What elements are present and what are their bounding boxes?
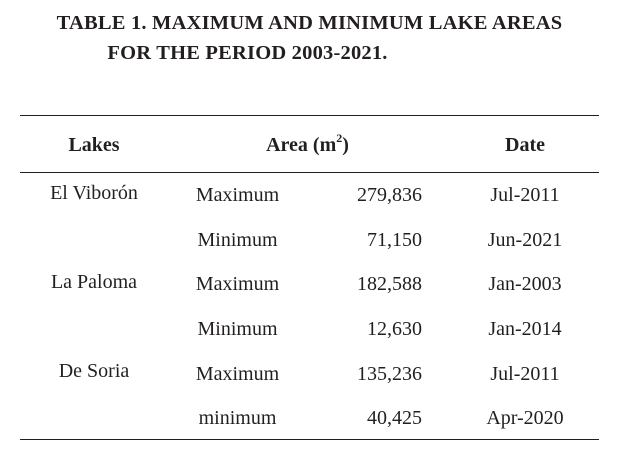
- header-area: Area (m2): [205, 131, 410, 157]
- header-rule: [20, 172, 599, 173]
- lake-name-de-soria: De Soria: [58, 360, 130, 382]
- row-1-area: 279,836: [357, 184, 422, 206]
- row-5-area: 135,236: [357, 363, 422, 385]
- row-3-date: Jan-2003: [488, 273, 562, 295]
- row-6-area: 40,425: [367, 407, 422, 429]
- row-3-kind: Maximum: [195, 273, 280, 295]
- row-1-date: Jul-2011: [490, 184, 560, 206]
- row-2-date: Jun-2021: [487, 229, 563, 251]
- lake-name-la-paloma: La Paloma: [50, 271, 138, 293]
- header-date: Date: [505, 134, 545, 156]
- row-6-date: Apr-2020: [486, 407, 564, 429]
- row-4-date: Jan-2014: [488, 318, 562, 340]
- table-title-line-1: TABLE 1. MAXIMUM AND MINIMUM LAKE AREAS: [56, 12, 563, 34]
- bottom-rule: [20, 439, 599, 440]
- row-5-date: Jul-2011: [490, 363, 560, 385]
- header-area-superscript: 2: [336, 131, 343, 146]
- header-lakes: Lakes: [68, 134, 120, 156]
- header-area-label: Area (m: [266, 134, 337, 156]
- table-title-line-2: FOR THE PERIOD 2003-2021.: [107, 42, 388, 64]
- row-4-area: 12,630: [367, 318, 422, 340]
- row-5-kind: Maximum: [195, 363, 280, 385]
- row-1-kind: Maximum: [195, 184, 280, 206]
- lake-name-el-viboron: El Viborón: [50, 182, 138, 204]
- row-6-kind: minimum: [198, 407, 277, 429]
- row-2-kind: Minimum: [197, 229, 278, 251]
- row-4-kind: Minimum: [197, 318, 278, 340]
- row-3-area: 182,588: [357, 273, 422, 295]
- row-2-area: 71,150: [367, 229, 422, 251]
- header-area-close: ): [342, 134, 349, 156]
- top-rule: [20, 115, 599, 116]
